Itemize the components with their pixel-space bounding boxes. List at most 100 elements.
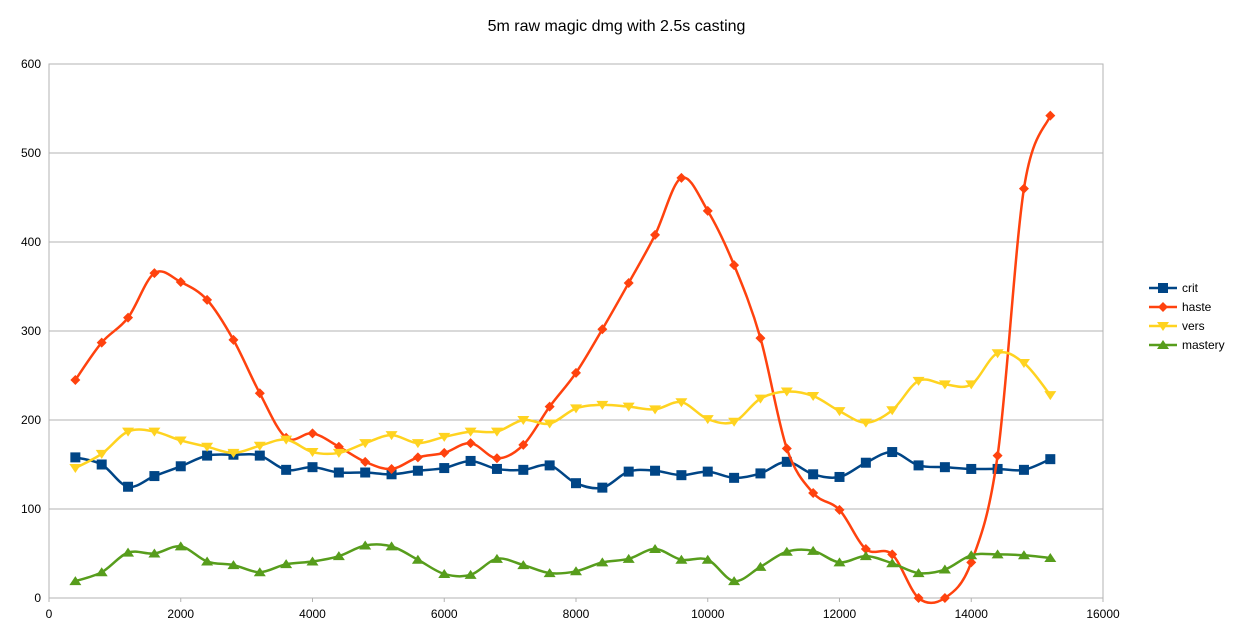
vers-point [833, 407, 846, 417]
crit-point [518, 464, 529, 475]
crit-point [571, 478, 581, 489]
crit-point [70, 452, 81, 463]
haste-point [676, 172, 687, 183]
crit-point [1018, 464, 1029, 475]
x-tick-label: 4000 [299, 607, 326, 621]
mastery-point [385, 541, 398, 551]
mastery-point [991, 549, 1004, 559]
mastery-point [938, 564, 951, 574]
y-tick-label: 200 [21, 413, 41, 427]
vers-point [201, 442, 214, 452]
mastery-point [174, 541, 187, 551]
haste-point [491, 453, 502, 464]
haste-point [307, 428, 318, 439]
mastery-point [464, 569, 477, 579]
haste-point [1018, 183, 1029, 194]
vers-point [1044, 391, 1057, 401]
legend-item-mastery: mastery [1149, 338, 1225, 352]
mastery-point [69, 576, 82, 586]
vers-point [332, 448, 345, 458]
legend-marker [1157, 322, 1169, 331]
mastery-point [227, 560, 240, 570]
crit-point [123, 481, 134, 492]
crit-point [386, 469, 397, 480]
crit-point [966, 463, 977, 474]
mastery-series [69, 540, 1057, 586]
haste-point [913, 593, 924, 603]
mastery-point [306, 556, 319, 566]
vers-point [912, 376, 925, 386]
vers-point [411, 439, 424, 449]
legend-marker [1158, 302, 1168, 312]
mastery-point [148, 548, 161, 558]
legend-item-crit: crit [1149, 281, 1199, 295]
y-tick-label: 0 [34, 591, 41, 605]
haste-point [175, 277, 186, 288]
haste-series [70, 110, 1056, 605]
x-tick-label: 6000 [431, 607, 458, 621]
mastery-point [438, 568, 451, 578]
haste-point [96, 337, 107, 348]
haste-point [465, 438, 476, 449]
haste-point [254, 388, 265, 399]
vers-point [122, 427, 135, 437]
legend-marker [1157, 340, 1169, 349]
vers-point [886, 406, 899, 416]
crit-point [623, 466, 634, 477]
y-tick-label: 500 [21, 146, 41, 160]
haste-point [228, 334, 239, 345]
crit-point [834, 471, 845, 482]
crit-point [808, 469, 819, 480]
chart-title: 5m raw magic dmg with 2.5s casting [487, 18, 746, 35]
vers-point [991, 349, 1004, 359]
crit-point [781, 456, 792, 467]
mastery-point [359, 540, 372, 550]
legend-label: vers [1182, 319, 1205, 333]
mastery-point [649, 544, 662, 554]
crit-point [96, 459, 107, 470]
vers-point [174, 436, 187, 446]
haste-point [808, 487, 819, 498]
mastery-point [701, 554, 714, 564]
haste-point [781, 443, 792, 454]
haste-point [623, 277, 634, 288]
haste-point [123, 312, 134, 323]
mastery-point [570, 566, 582, 576]
crit-point [149, 471, 160, 482]
mastery-point [280, 559, 293, 569]
crit-point [676, 470, 687, 481]
haste-point [439, 447, 450, 458]
haste-point [755, 333, 766, 344]
mastery-point [201, 556, 214, 566]
crit-point [202, 450, 213, 461]
vers-point [701, 415, 714, 425]
haste-point [412, 452, 423, 463]
vers-point [649, 405, 662, 415]
vers-point [69, 464, 82, 474]
crit-point [544, 460, 555, 471]
vers-point [938, 380, 951, 390]
mastery-point [675, 554, 688, 564]
haste-point [544, 401, 555, 412]
legend-item-haste: haste [1149, 300, 1212, 314]
crit-point [650, 465, 661, 476]
crit-point [175, 461, 186, 472]
mastery-point [253, 567, 266, 577]
haste-point [729, 260, 740, 271]
mastery-point [780, 546, 793, 556]
haste-point [571, 367, 581, 378]
vers-point [675, 398, 688, 408]
y-tick-label: 600 [21, 57, 41, 71]
mastery-point [1044, 552, 1057, 562]
haste-point [834, 504, 845, 515]
haste-point [149, 268, 160, 279]
legend-label: mastery [1182, 338, 1225, 352]
x-tick-label: 0 [46, 607, 53, 621]
crit-series [70, 447, 1056, 493]
haste-point [650, 229, 661, 240]
mastery-point [1017, 550, 1030, 560]
legend-label: haste [1182, 300, 1212, 314]
mastery-point [912, 568, 925, 578]
vers-point [517, 416, 530, 425]
